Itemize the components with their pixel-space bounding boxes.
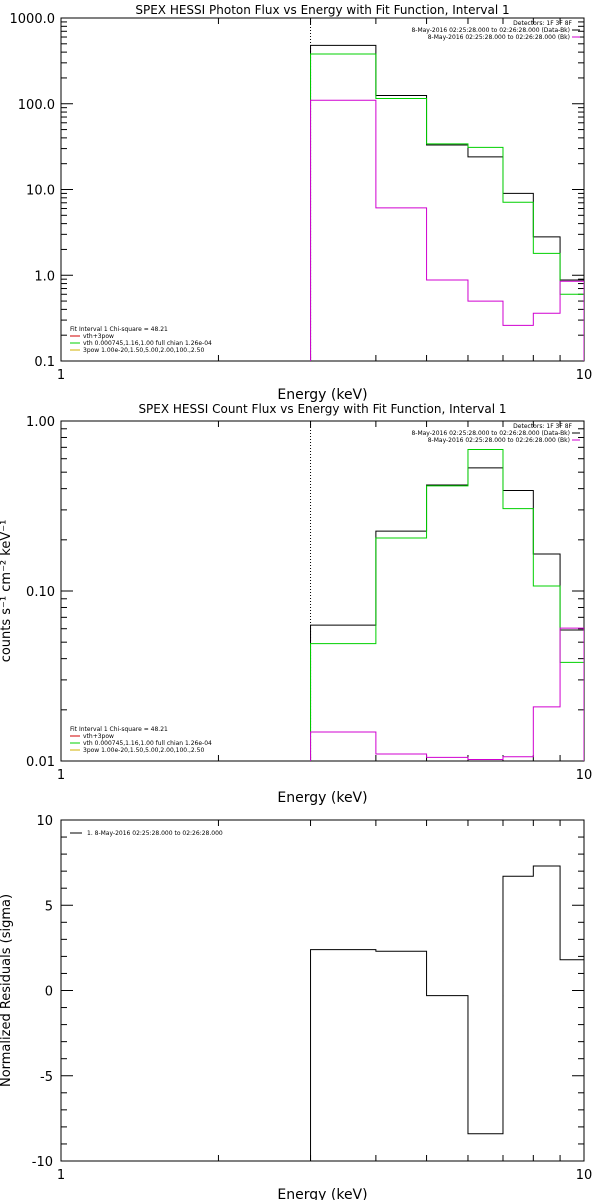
y-tick-label: 10.0 bbox=[26, 184, 55, 199]
series-1-histogram bbox=[310, 467, 584, 761]
y-axis-label: Normalized Residuals (sigma) bbox=[0, 894, 14, 1087]
fit-legend-entry: 3pow 1.00e-20,1.50,5.00,2.00,100.,2.50 bbox=[83, 747, 204, 754]
y-axis-label: counts s⁻¹ cm⁻² keV⁻¹ bbox=[0, 520, 14, 663]
series-3-histogram bbox=[310, 627, 584, 761]
fit-legend-entry: vth+3pow bbox=[83, 333, 114, 340]
fit-legend-header: Fit Interval 1 Chi-square = 48.21 bbox=[70, 326, 168, 333]
fit-legend-entry: vth+3pow bbox=[83, 733, 114, 740]
y-tick-label: 5 bbox=[45, 899, 53, 914]
plot-frame bbox=[60, 17, 585, 362]
chart-panel-3: 1 10 Energy (keV) 10 5 0 -5 -10 Normalized Resid… bbox=[0, 814, 592, 1200]
x-axis-label: Energy (keV) bbox=[277, 1187, 367, 1200]
x-axis-label: Energy (keV) bbox=[277, 790, 367, 806]
plot-frame bbox=[60, 819, 585, 1162]
y-tick-label: 0.1 bbox=[34, 355, 55, 370]
legend-header: Detectors: 1F 3F 8F bbox=[513, 423, 572, 430]
y-tick-label: 100.0 bbox=[18, 98, 55, 113]
x-tick-label: 10 bbox=[576, 368, 593, 383]
series-3-histogram bbox=[310, 99, 584, 361]
chart-title: SPEX HESSI Count Flux vs Energy with Fit… bbox=[138, 402, 506, 416]
y-tick-label: -10 bbox=[32, 1155, 53, 1170]
y-tick-label: -5 bbox=[40, 1070, 53, 1085]
y-tick-label: 1.00 bbox=[26, 415, 55, 430]
chart-panel-2: SPEX HESSI Count Flux vs Energy with Fit… bbox=[0, 402, 592, 806]
fit-legend-entry: 3pow 1.00e-20,1.50,5.00,2.00,100.,2.50 bbox=[83, 347, 204, 354]
y-tick-label: 0 bbox=[45, 985, 53, 1000]
x-tick-label: 10 bbox=[576, 768, 593, 783]
chart-title: SPEX HESSI Photon Flux vs Energy with Fi… bbox=[135, 3, 509, 17]
x-axis-label: Energy (keV) bbox=[277, 387, 367, 403]
fit-legend-header: Fit Interval 1 Chi-square = 48.21 bbox=[70, 726, 168, 733]
x-tick-label: 1 bbox=[57, 368, 65, 383]
series-1-histogram bbox=[310, 865, 584, 1161]
series-2-histogram bbox=[310, 448, 584, 761]
y-tick-label: 0.01 bbox=[26, 755, 55, 770]
y-tick-label: 1.0 bbox=[34, 269, 55, 284]
y-tick-label: 1000.0 bbox=[10, 12, 56, 27]
legend-entry: 8-May-2016 02:25:28.000 to 02:26:28.000 … bbox=[411, 27, 570, 34]
legend-entry: 8-May-2016 02:25:28.000 to 02:26:28.000 … bbox=[428, 34, 570, 41]
legend-entry: 1. 8-May-2016 02:25:28.000 to 02:26:28.0… bbox=[87, 830, 223, 837]
y-tick-label: 0.10 bbox=[26, 585, 55, 600]
x-tick-label: 1 bbox=[57, 768, 65, 783]
fit-legend-entry: vth 0.000745,1.16,1.00 full chian 1.26e-… bbox=[83, 340, 212, 347]
legend-entry: 8-May-2016 02:25:28.000 to 02:26:28.000 … bbox=[428, 437, 570, 444]
plot-frame bbox=[60, 420, 585, 762]
x-tick-label: 1 bbox=[57, 1168, 65, 1183]
chart-panel-1: SPEX HESSI Photon Flux vs Energy with Fi… bbox=[10, 3, 593, 403]
y-tick-label: 10 bbox=[36, 814, 53, 829]
series-2-histogram bbox=[310, 53, 584, 361]
fit-legend-entry: vth 0.000745,1.16,1.00 full chian 1.26e-… bbox=[83, 740, 212, 747]
legend-header: Detectors: 1F 3F 8F bbox=[513, 20, 572, 27]
legend-entry: 8-May-2016 02:25:28.000 to 02:26:28.000 … bbox=[411, 430, 570, 437]
x-tick-label: 10 bbox=[576, 1168, 593, 1183]
